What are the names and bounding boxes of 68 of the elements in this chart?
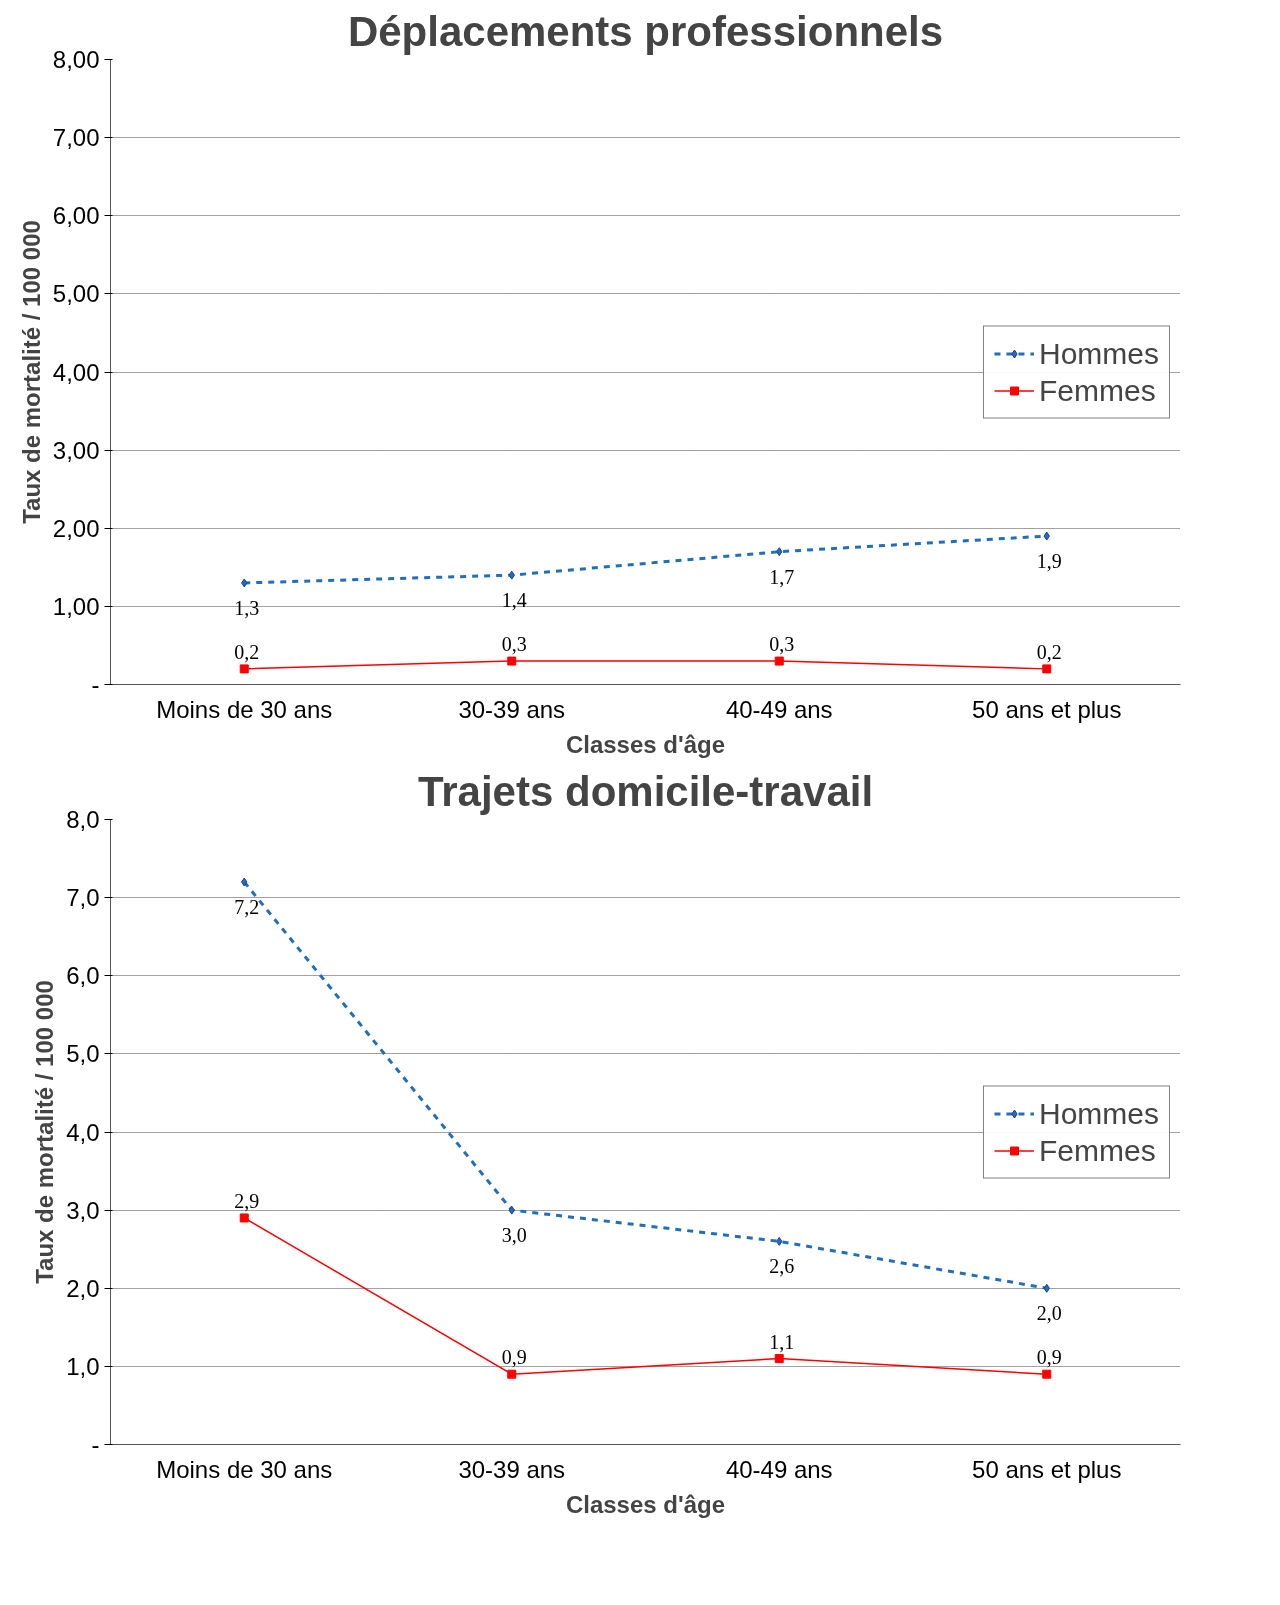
chart-title: Trajets domicile-travail <box>417 767 874 815</box>
data-label: 1,9 <box>1036 550 1062 573</box>
point <box>774 1354 784 1364</box>
point <box>774 656 784 666</box>
y-tick-label: 2,00 <box>52 514 100 542</box>
y-tick-label: 3,00 <box>52 436 100 464</box>
y-axis-title: Taux de mortalité / 100 000 <box>17 220 45 524</box>
legend-label: Femmes <box>1038 1133 1156 1167</box>
data-label: 0,2 <box>1036 640 1062 663</box>
point <box>507 656 517 666</box>
y-axis-title: Taux de mortalité / 100 000 <box>31 980 59 1284</box>
data-label: 2,9 <box>234 1189 260 1212</box>
y-tick-label: 5,0 <box>66 1040 100 1068</box>
legend-label: Femmes <box>1038 373 1156 407</box>
point <box>1042 1369 1052 1379</box>
chart-title: Déplacements professionnels <box>347 7 944 55</box>
point <box>508 1205 515 1215</box>
point <box>508 570 515 580</box>
point <box>507 1369 517 1379</box>
data-label: 0,2 <box>234 640 260 663</box>
y-tick-label: 5,00 <box>52 280 100 308</box>
point <box>241 877 248 887</box>
data-label: 3,0 <box>501 1224 527 1247</box>
data-label: 0,3 <box>769 633 795 656</box>
y-tick-label: 2,0 <box>66 1274 100 1302</box>
y-tick-label: 6,0 <box>66 962 100 990</box>
y-tick-label: 1,00 <box>52 592 100 620</box>
x-tick-label: 40-49 ans <box>725 695 833 723</box>
data-label: 1,1 <box>769 1330 795 1353</box>
y-tick-label: 4,00 <box>52 358 100 386</box>
data-label: 1,7 <box>769 565 795 588</box>
data-label: 0,9 <box>501 1346 527 1369</box>
x-tick-label: 50 ans et plus <box>972 1455 1122 1483</box>
data-label: 1,3 <box>234 596 260 619</box>
y-tick-label: 7,00 <box>52 124 100 152</box>
point <box>241 578 248 588</box>
y-tick-label: 1,0 <box>66 1352 100 1380</box>
data-label: 0,9 <box>1036 1346 1062 1369</box>
point <box>1043 1283 1050 1293</box>
y-tick-label: 8,0 <box>66 806 100 833</box>
y-tick-label: 6,00 <box>52 202 100 230</box>
x-tick-label: 40-49 ans <box>725 1455 833 1483</box>
point <box>1043 531 1050 541</box>
legend-label: Hommes <box>1038 336 1159 370</box>
y-tick-label: 8,00 <box>52 46 100 73</box>
point <box>776 547 783 557</box>
x-tick-label: 30-39 ans <box>458 1455 566 1483</box>
x-tick-label: 30-39 ans <box>458 695 566 723</box>
data-label: 2,6 <box>769 1255 795 1278</box>
point <box>776 1236 783 1246</box>
x-axis-title: Classes d'âge <box>565 730 726 758</box>
data-label: 2,0 <box>1036 1302 1062 1325</box>
y-tick-label: - <box>91 1431 100 1458</box>
y-tick-label: - <box>91 671 100 698</box>
point <box>239 1213 249 1223</box>
x-axis-title: Classes d'âge <box>565 1490 726 1518</box>
y-tick-label: 4,0 <box>66 1118 100 1146</box>
data-label: 1,4 <box>501 589 527 612</box>
point <box>1042 664 1052 674</box>
data-label: 0,3 <box>501 633 527 656</box>
y-tick-label: 7,0 <box>66 884 100 912</box>
y-tick-label: 3,0 <box>66 1196 100 1224</box>
x-tick-label: Moins de 30 ans <box>156 1455 333 1483</box>
legend-label: Hommes <box>1038 1096 1159 1130</box>
x-tick-label: 50 ans et plus <box>972 695 1122 723</box>
x-tick-label: Moins de 30 ans <box>156 695 333 723</box>
point <box>239 664 249 674</box>
data-label: 7,2 <box>234 896 260 918</box>
